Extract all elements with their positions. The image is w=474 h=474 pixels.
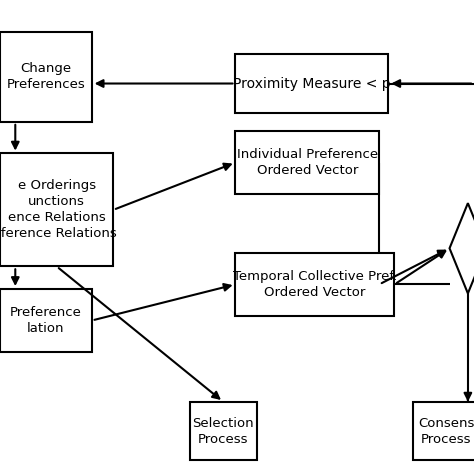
Text: Consens
Process: Consens Process bbox=[418, 417, 474, 446]
Text: Proximity Measure < p: Proximity Measure < p bbox=[233, 76, 391, 91]
Text: Temporal Collective Pref.
Ordered Vector: Temporal Collective Pref. Ordered Vector bbox=[233, 270, 397, 299]
FancyBboxPatch shape bbox=[190, 402, 257, 460]
FancyBboxPatch shape bbox=[413, 402, 474, 460]
FancyBboxPatch shape bbox=[236, 54, 388, 113]
FancyBboxPatch shape bbox=[0, 154, 113, 266]
Text: Selection
Process: Selection Process bbox=[192, 417, 254, 446]
FancyBboxPatch shape bbox=[236, 131, 379, 194]
Text: e Orderings
unctions
ence Relations
iference Relations: e Orderings unctions ence Relations ifer… bbox=[0, 180, 117, 240]
FancyBboxPatch shape bbox=[236, 253, 394, 316]
Polygon shape bbox=[449, 203, 474, 293]
Text: Change
Preferences: Change Preferences bbox=[7, 62, 85, 91]
Text: Preference
lation: Preference lation bbox=[10, 306, 82, 335]
FancyBboxPatch shape bbox=[0, 32, 92, 122]
Text: Individual Preference
Ordered Vector: Individual Preference Ordered Vector bbox=[237, 148, 378, 177]
FancyBboxPatch shape bbox=[0, 289, 92, 352]
